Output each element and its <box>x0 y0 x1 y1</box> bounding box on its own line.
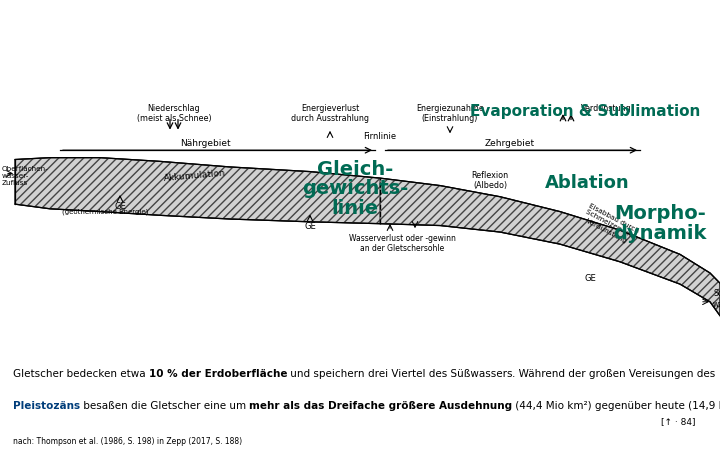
Text: 10 % der Erdoberfläche: 10 % der Erdoberfläche <box>149 369 287 379</box>
Text: besaßen die Gletscher eine um: besaßen die Gletscher eine um <box>80 401 249 411</box>
Text: (geothermische Energie): (geothermische Energie) <box>62 209 148 215</box>
Text: GE: GE <box>304 222 316 231</box>
Text: GE: GE <box>114 202 126 211</box>
Text: und Massenhaushalts eines Gletschers: und Massenhaushalts eines Gletschers <box>55 54 665 82</box>
Text: Nährgebiet: Nährgebiet <box>180 140 230 148</box>
Text: Schematische Darstellung des Energie-: Schematische Darstellung des Energie- <box>53 13 667 40</box>
Text: Akkumulation: Akkumulation <box>163 169 226 184</box>
Text: Gletscher bedecken etwa: Gletscher bedecken etwa <box>13 369 149 379</box>
Text: Gleich-
gewichts-
linie: Gleich- gewichts- linie <box>302 159 408 218</box>
Text: (44,4 Mio km²) gegenüber heute (14,9 Mio km²): (44,4 Mio km²) gegenüber heute (14,9 Mio… <box>513 401 720 411</box>
Text: Morpho-
dynamik: Morpho- dynamik <box>613 204 707 243</box>
Text: Evaporation & Sublimation: Evaporation & Sublimation <box>469 104 700 119</box>
Text: Eisabbau durch
Schmelzen und
Verdunstung: Eisabbau durch Schmelzen und Verdunstung <box>580 202 639 247</box>
Text: Reflexion
(Albedo): Reflexion (Albedo) <box>472 171 508 190</box>
Text: Energiezunahme
(Einstrahlung): Energiezunahme (Einstrahlung) <box>416 104 484 123</box>
Text: Schmelz-
wasser: Schmelz- wasser <box>713 289 720 309</box>
Text: Wasserverlust oder -gewinn
an der Gletschersohle: Wasserverlust oder -gewinn an der Gletsc… <box>348 234 456 253</box>
Text: Verdunstung: Verdunstung <box>581 104 631 112</box>
Text: nach: Thompson et al. (1986, S. 198) in Zepp (2017, S. 188): nach: Thompson et al. (1986, S. 198) in … <box>13 437 242 446</box>
Text: und speichern: und speichern <box>287 369 368 379</box>
Text: Energieverlust
durch Ausstrahlung: Energieverlust durch Ausstrahlung <box>291 104 369 123</box>
Text: mehr als das Dreifache größere Ausdehnung: mehr als das Dreifache größere Ausdehnun… <box>249 401 513 411</box>
Polygon shape <box>15 158 720 316</box>
Text: Firnlinie: Firnlinie <box>364 132 397 141</box>
Text: drei Viertel des Süßwassers: drei Viertel des Süßwassers <box>368 369 513 379</box>
Text: GE: GE <box>584 274 596 283</box>
Text: Zehrgebiet: Zehrgebiet <box>485 140 535 148</box>
Text: Niederschlag
(meist als Schnee): Niederschlag (meist als Schnee) <box>137 104 211 123</box>
Text: Ablation: Ablation <box>545 174 629 192</box>
Text: [↑ · 84]: [↑ · 84] <box>661 417 696 426</box>
Text: . Während der großen Vereisungen des: . Während der großen Vereisungen des <box>513 369 716 379</box>
Text: Oberflächen-
wasser-
Zufluss: Oberflächen- wasser- Zufluss <box>2 166 49 186</box>
Text: Pleistozäns: Pleistozäns <box>13 401 80 411</box>
